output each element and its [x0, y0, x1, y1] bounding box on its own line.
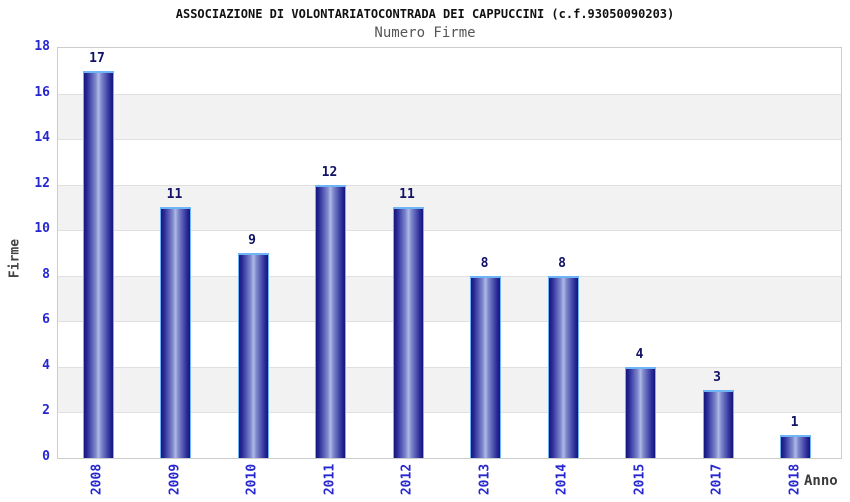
gridline	[58, 230, 841, 232]
bar-2011	[315, 184, 346, 458]
y-tick-label: 4	[42, 357, 50, 373]
x-tick-label-2011: 2011	[322, 463, 337, 496]
bar-2009	[160, 207, 191, 458]
bar-value-label: 8	[480, 255, 489, 271]
x-tick-label-2012: 2012	[399, 463, 415, 496]
y-tick-label: 10	[34, 221, 50, 237]
bar-value-label: 11	[399, 187, 415, 203]
bar-value-label: 17	[89, 50, 105, 66]
y-tick-label: 2	[42, 403, 50, 419]
bar-value-label: 1	[790, 415, 799, 431]
bar-2015	[625, 366, 656, 458]
plot-area	[57, 47, 842, 459]
x-tick-label-2017: 2017	[709, 463, 725, 496]
bar-2012	[392, 207, 424, 458]
bar-2013	[470, 275, 501, 458]
gridline	[58, 93, 841, 95]
background-band	[58, 48, 841, 94]
x-tick-label-2010: 2010	[244, 463, 260, 496]
gridline	[58, 412, 841, 414]
gridline	[58, 366, 841, 368]
bar-value-label: 11	[166, 187, 183, 203]
gridline	[58, 321, 841, 323]
y-tick-label: 16	[34, 84, 50, 100]
gridline	[58, 139, 841, 141]
chart-title: ASSOCIAZIONE DI VOLONTARIATOCONTRADA DEI…	[175, 7, 675, 21]
y-tick-label: 6	[42, 312, 50, 328]
bar-value-label: 4	[635, 346, 644, 362]
gridline	[58, 184, 841, 186]
x-tick-label-2008: 2008	[89, 463, 105, 496]
bar-2010	[237, 253, 269, 458]
bar-value-label: 3	[713, 369, 721, 385]
y-axis-label: Firme	[7, 238, 23, 279]
x-tick-label-2013: 2013	[477, 463, 492, 496]
y-tick-label: 0	[42, 449, 50, 464]
x-tick-label-2018: 2018	[787, 463, 802, 496]
background-band	[58, 139, 841, 185]
x-tick-label-2009: 2009	[167, 463, 182, 496]
bar-2017	[702, 389, 734, 458]
chart-subtitle: Numero Firme	[374, 25, 476, 41]
x-axis-label: Anno	[804, 473, 838, 489]
y-tick-label: 18	[34, 39, 50, 54]
bar-value-label: 8	[558, 255, 566, 271]
y-tick-label: 8	[42, 266, 50, 282]
bar-2014	[547, 275, 579, 458]
bar-value-label: 12	[321, 164, 338, 180]
x-tick-label-2014: 2014	[554, 463, 570, 496]
gridline	[58, 275, 841, 277]
y-tick-label: 12	[34, 175, 50, 191]
bar-2008	[82, 70, 114, 458]
x-tick-label-2015: 2015	[632, 463, 647, 496]
y-tick-label: 14	[34, 130, 50, 146]
bar-value-label: 9	[248, 233, 256, 248]
background-band	[58, 93, 841, 140]
bar-2018	[780, 435, 811, 458]
